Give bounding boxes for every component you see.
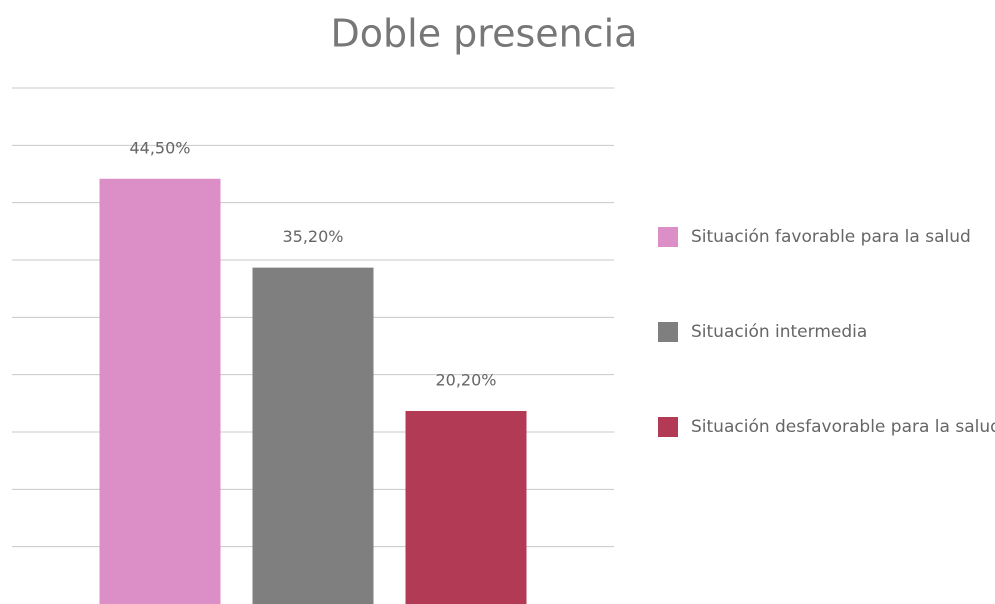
legend-swatch xyxy=(658,322,678,342)
legend-swatch xyxy=(658,227,678,247)
legend-label: Situación intermedia xyxy=(691,322,867,342)
legend-label: Situación favorable para la salud xyxy=(691,227,971,247)
bar xyxy=(405,410,527,604)
chart-title: Doble presencia xyxy=(331,12,638,56)
value-label: 20,20% xyxy=(435,370,496,389)
value-label: 35,20% xyxy=(282,227,343,246)
legend-swatch xyxy=(658,417,678,437)
value-label: 44,50% xyxy=(129,138,190,157)
bar xyxy=(99,178,221,604)
bar xyxy=(252,267,374,604)
legend-label: Situación desfavorable para la salud xyxy=(691,417,995,437)
